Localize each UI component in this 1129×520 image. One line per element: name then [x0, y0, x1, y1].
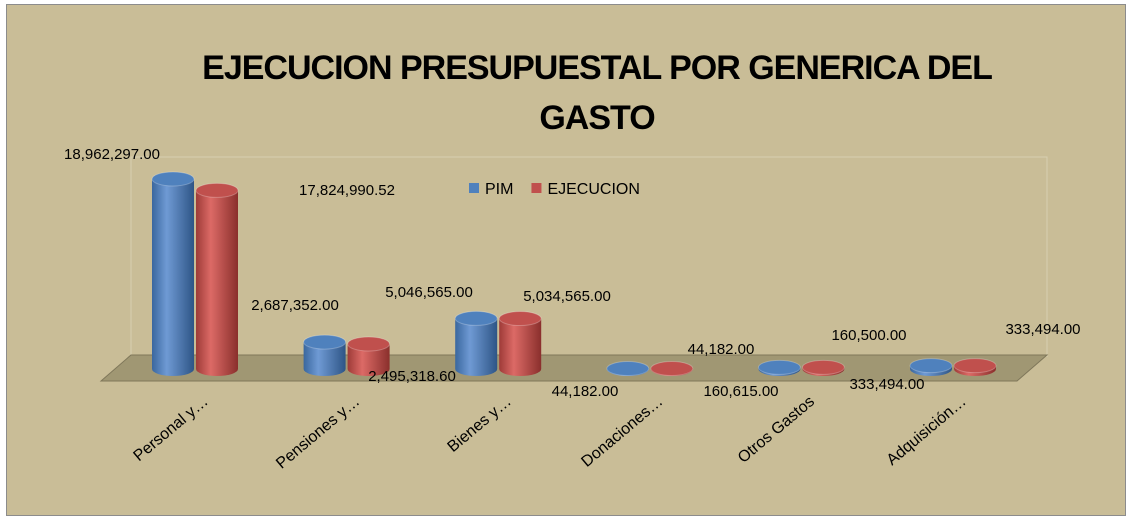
- bar-top: [801, 359, 845, 375]
- data-label: 160,615.00: [703, 383, 778, 400]
- data-label: 333,494.00: [1005, 321, 1080, 338]
- bar: [909, 358, 953, 376]
- chart-frame: EJECUCION PRESUPUESTAL POR GENERICA DEL …: [6, 4, 1126, 516]
- bar-top: [498, 311, 542, 327]
- bar-top: [953, 358, 997, 374]
- bar-top: [454, 310, 498, 326]
- data-label: 333,494.00: [849, 376, 924, 393]
- bar-body: [152, 179, 194, 376]
- bar-top: [151, 171, 195, 187]
- bar-top: [757, 359, 801, 375]
- bar: [347, 336, 391, 377]
- bar: [454, 310, 498, 377]
- data-label: 44,182.00: [688, 341, 755, 358]
- bar-body: [499, 318, 542, 377]
- data-label: 5,046,565.00: [385, 284, 473, 301]
- bar-top: [909, 358, 953, 374]
- bar-body: [196, 190, 238, 376]
- data-label: 44,182.00: [552, 383, 619, 400]
- bar-top: [303, 334, 347, 350]
- chart: 18,962,297.00 17,824,990.52 Personal y… 2,6…: [64, 146, 1081, 472]
- bar: [953, 358, 997, 376]
- legend-swatch: [531, 183, 542, 193]
- data-label: 18,962,297.00: [64, 146, 160, 163]
- bar: [606, 361, 650, 377]
- bar-body: [303, 342, 346, 377]
- x-tick-label: Bienes y…: [445, 393, 515, 456]
- bar: [151, 171, 195, 376]
- data-label: 17,824,990.52: [299, 182, 395, 199]
- data-label: 160,500.00: [831, 327, 906, 344]
- plot-wall: [130, 156, 1048, 357]
- bar: [303, 334, 347, 377]
- x-tick-label: Pensiones y…: [273, 393, 363, 472]
- legend-label: PIM: [485, 181, 513, 198]
- bar: [650, 361, 694, 377]
- legend-label: EJECUCION: [547, 181, 639, 198]
- bar-body: [455, 318, 498, 377]
- chart-title: EJECUCION PRESUPUESTAL POR GENERICA DEL …: [202, 49, 993, 137]
- x-tick-label: Otros Gastos: [735, 393, 818, 467]
- bar: [498, 311, 542, 377]
- legend-swatch: [469, 183, 479, 193]
- data-label: 2,687,352.00: [251, 297, 339, 314]
- bar-body: [347, 343, 390, 377]
- x-tick-label: Adquisición…: [884, 393, 970, 469]
- bar-top: [650, 361, 694, 377]
- bar: [757, 359, 801, 377]
- bar: [195, 182, 239, 376]
- data-label: 2,495,318.60: [368, 368, 456, 385]
- bar-top: [606, 361, 650, 377]
- bar-top: [195, 182, 239, 198]
- bar-top: [347, 336, 391, 352]
- data-label: 5,034,565.00: [523, 288, 611, 305]
- bar: [801, 359, 845, 377]
- x-tick-label: Donaciones…: [578, 393, 666, 471]
- x-tick-label: Personal y…: [130, 393, 211, 465]
